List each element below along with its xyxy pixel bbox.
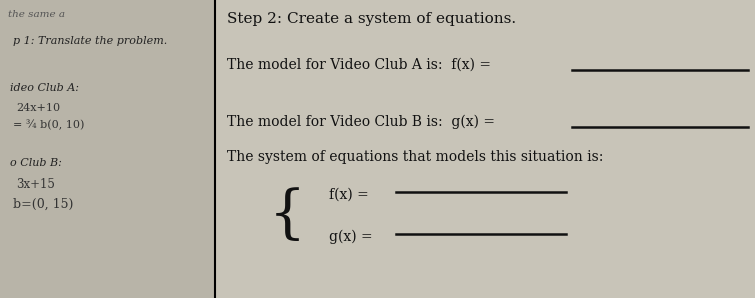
Text: The system of equations that models this situation is:: The system of equations that models this… [227,150,603,164]
Text: b=(0, 15): b=(0, 15) [13,198,73,211]
Text: The model for Video Club B is:  g(x) =: The model for Video Club B is: g(x) = [227,115,495,129]
Text: ideo Club A:: ideo Club A: [10,83,79,93]
Text: {: { [269,188,306,244]
Bar [215,0,755,298]
Text: f(x) =: f(x) = [329,188,369,202]
Text: The model for Video Club A is:  f(x) =: The model for Video Club A is: f(x) = [227,58,492,72]
Text: p 1: Translate the problem.: p 1: Translate the problem. [13,36,168,46]
Bar [0,0,215,298]
Text: = ¾ b(0, 10): = ¾ b(0, 10) [13,120,85,131]
Text: g(x) =: g(x) = [329,230,373,244]
Text: the same a: the same a [8,10,65,19]
Text: 24x+10: 24x+10 [16,103,60,113]
Text: 3x+15: 3x+15 [16,178,55,191]
Text: Step 2: Create a system of equations.: Step 2: Create a system of equations. [227,12,516,26]
Text: o Club B:: o Club B: [10,158,62,168]
